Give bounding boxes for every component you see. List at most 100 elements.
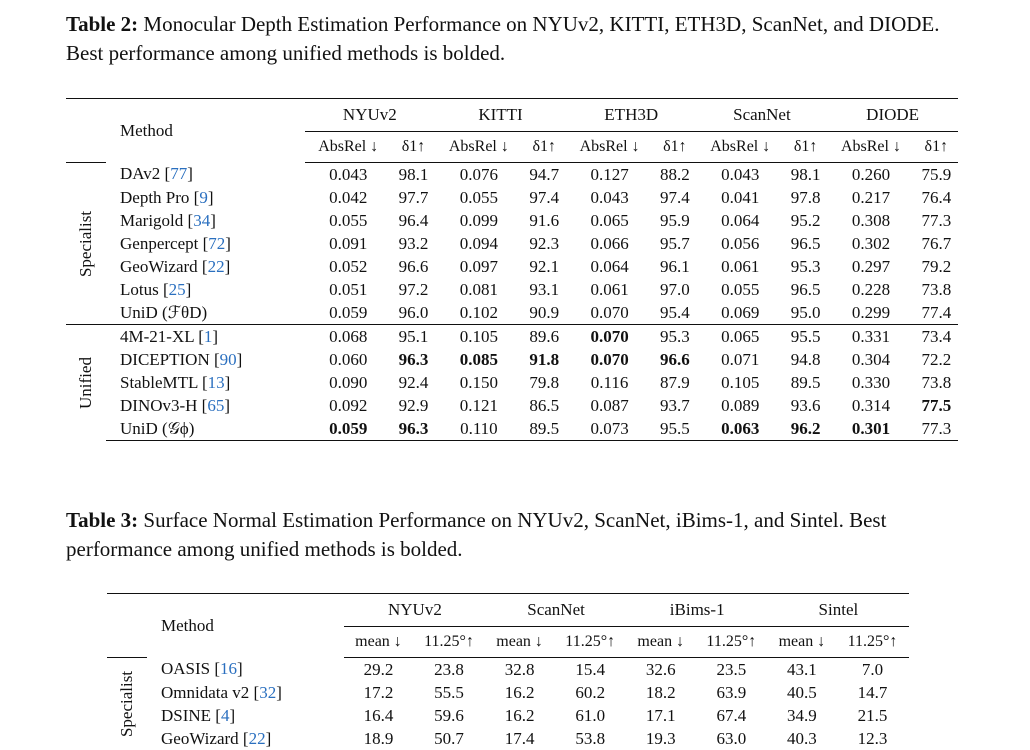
- value-cell: 0.116: [566, 371, 653, 394]
- group-label: Specialist: [107, 658, 147, 750]
- value-cell: 96.4: [392, 209, 435, 232]
- value-cell: 93.1: [523, 278, 566, 301]
- method-name: GeoWizard [: [161, 729, 249, 748]
- corner-cell: [107, 627, 147, 658]
- value-cell: 0.061: [566, 278, 653, 301]
- method-cell: Depth Pro [9]: [106, 186, 305, 209]
- method-cell: Omnidata v2 [32]: [147, 681, 344, 704]
- value-cell: 79.2: [915, 255, 958, 278]
- citation-bracket: ]: [224, 396, 230, 415]
- method-name: DAv2 [: [120, 164, 170, 183]
- value-cell: 92.9: [392, 394, 435, 417]
- method-header: Method: [147, 594, 344, 658]
- value-cell: 89.5: [784, 371, 827, 394]
- method-cell: DICEPTION [90]: [106, 348, 305, 371]
- value-cell: 14.7: [836, 681, 909, 704]
- value-cell: 60.2: [554, 681, 627, 704]
- value-cell: 67.4: [695, 704, 768, 727]
- value-cell: 0.070: [566, 348, 653, 371]
- value-cell: 95.7: [653, 232, 696, 255]
- table2-caption: Table 2: Monocular Depth Estimation Perf…: [66, 10, 966, 68]
- value-cell: 96.5: [784, 278, 827, 301]
- value-cell: 0.330: [827, 371, 914, 394]
- value-cell: 97.4: [523, 186, 566, 209]
- citation-bracket: ]: [225, 257, 231, 276]
- value-cell: 0.304: [827, 348, 914, 371]
- value-cell: 96.6: [392, 255, 435, 278]
- method-name: DICEPTION [: [120, 350, 220, 369]
- citation-bracket: ]: [276, 683, 282, 702]
- table3-caption: Table 3: Surface Normal Estimation Perfo…: [66, 506, 966, 564]
- value-cell: 96.6: [653, 348, 696, 371]
- value-cell: 0.059: [305, 417, 392, 441]
- metric-header: δ1↑: [653, 132, 696, 163]
- citation-bracket: ]: [186, 280, 192, 299]
- dataset-header: NYUv2: [305, 99, 436, 132]
- group-label-text: Unified: [76, 357, 96, 409]
- value-cell: 55.5: [413, 681, 486, 704]
- metric-header: δ1↑: [392, 132, 435, 163]
- method-name: Depth Pro [: [120, 188, 199, 207]
- metric-header: mean ↓: [768, 627, 836, 658]
- group-label: Specialist: [66, 163, 106, 325]
- value-cell: 76.4: [915, 186, 958, 209]
- method-cell: DINOv3-H [65]: [106, 394, 305, 417]
- value-cell: 0.070: [566, 325, 653, 349]
- value-cell: 88.2: [653, 163, 696, 187]
- dataset-header: DIODE: [827, 99, 958, 132]
- value-cell: 0.297: [827, 255, 914, 278]
- value-cell: 0.055: [435, 186, 522, 209]
- value-cell: 0.260: [827, 163, 914, 187]
- value-cell: 0.061: [697, 255, 784, 278]
- value-cell: 97.8: [784, 186, 827, 209]
- value-cell: 0.301: [827, 417, 914, 441]
- value-cell: 93.6: [784, 394, 827, 417]
- citation-link: 77: [170, 164, 187, 183]
- metric-header: mean ↓: [485, 627, 553, 658]
- value-cell: 95.3: [784, 255, 827, 278]
- value-cell: 73.8: [915, 278, 958, 301]
- value-cell: 95.4: [653, 301, 696, 325]
- table3-label: Table 3:: [66, 508, 138, 532]
- dataset-header: KITTI: [435, 99, 566, 132]
- dataset-header: ScanNet: [485, 594, 626, 627]
- value-cell: 0.094: [435, 232, 522, 255]
- value-cell: 0.066: [566, 232, 653, 255]
- group-label: Unified: [66, 325, 106, 441]
- value-cell: 92.4: [392, 371, 435, 394]
- value-cell: 15.4: [554, 658, 627, 682]
- dataset-header: ETH3D: [566, 99, 697, 132]
- value-cell: 40.5: [768, 681, 836, 704]
- value-cell: 96.2: [784, 417, 827, 441]
- metric-header: AbsRel ↓: [827, 132, 914, 163]
- dataset-header: NYUv2: [344, 594, 485, 627]
- method-name: 4M-21-XL [: [120, 327, 204, 346]
- group-label-text: Specialist: [76, 210, 96, 276]
- dataset-header: Sintel: [768, 594, 909, 627]
- method-name: UniD (𝒢ϕ): [120, 419, 194, 438]
- metric-header: 11.25°↑: [413, 627, 486, 658]
- value-cell: 0.102: [435, 301, 522, 325]
- dataset-header: iBims-1: [627, 594, 768, 627]
- value-cell: 17.4: [485, 727, 553, 750]
- value-cell: 94.7: [523, 163, 566, 187]
- value-cell: 91.8: [523, 348, 566, 371]
- value-cell: 87.9: [653, 371, 696, 394]
- value-cell: 0.091: [305, 232, 392, 255]
- value-cell: 53.8: [554, 727, 627, 750]
- value-cell: 0.127: [566, 163, 653, 187]
- value-cell: 61.0: [554, 704, 627, 727]
- value-cell: 63.9: [695, 681, 768, 704]
- value-cell: 95.5: [784, 325, 827, 349]
- citation-link: 9: [199, 188, 208, 207]
- table3-caption-text: Surface Normal Estimation Performance on…: [66, 508, 886, 561]
- value-cell: 34.9: [768, 704, 836, 727]
- value-cell: 16.2: [485, 681, 553, 704]
